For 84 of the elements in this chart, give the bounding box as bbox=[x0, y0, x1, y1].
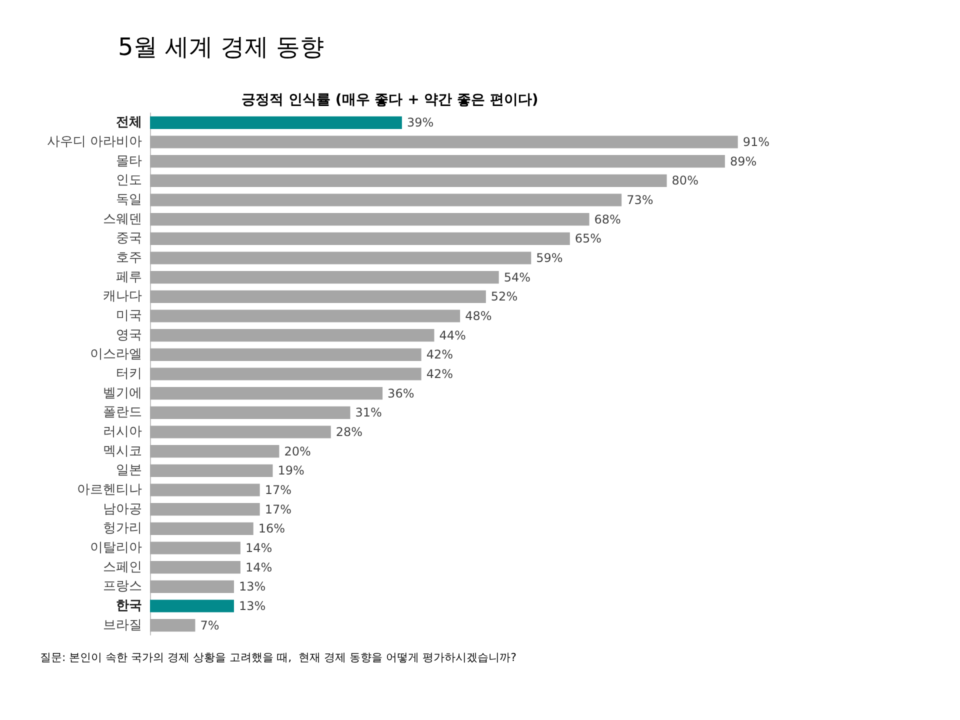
bar bbox=[150, 155, 725, 168]
data-label: 19% bbox=[278, 464, 304, 478]
y-tick-label: 터키 bbox=[116, 366, 142, 382]
data-label: 42% bbox=[426, 348, 453, 362]
bar bbox=[150, 329, 434, 342]
data-label: 65% bbox=[574, 232, 602, 246]
y-tick-label: 전체 bbox=[116, 115, 142, 130]
y-tick-label: 독일 bbox=[116, 192, 142, 208]
data-label: 54% bbox=[504, 270, 531, 284]
y-tick-label: 한국 bbox=[116, 598, 142, 614]
data-label: 89% bbox=[730, 154, 757, 168]
y-tick-label: 이탈리아 bbox=[90, 540, 142, 556]
y-tick-label: 몰타 bbox=[116, 154, 142, 169]
y-tick-label: 미국 bbox=[116, 308, 142, 324]
bar bbox=[150, 368, 422, 380]
y-tick-label: 폴란드 bbox=[103, 405, 142, 420]
y-tick-label: 러시아 bbox=[103, 424, 142, 440]
y-tick-label: 프랑스 bbox=[103, 579, 142, 594]
bar bbox=[150, 116, 402, 129]
bar bbox=[150, 542, 240, 554]
y-tick-label: 호주 bbox=[116, 250, 142, 266]
bar bbox=[150, 387, 383, 400]
y-tick-label: 인도 bbox=[116, 173, 142, 188]
data-label: 16% bbox=[258, 522, 286, 536]
data-label: 36% bbox=[388, 386, 414, 400]
y-tick-label: 일본 bbox=[116, 463, 142, 478]
bar bbox=[150, 426, 331, 438]
y-tick-label: 브라질 bbox=[103, 618, 142, 633]
data-label: 68% bbox=[594, 212, 621, 226]
data-label: 31% bbox=[355, 406, 382, 420]
data-label: 48% bbox=[465, 309, 492, 323]
y-tick-label: 이스라엘 bbox=[90, 347, 142, 362]
y-tick-label: 사우디 아라비아 bbox=[46, 134, 142, 150]
bar bbox=[150, 503, 260, 516]
bar bbox=[150, 600, 234, 612]
bar bbox=[150, 484, 260, 496]
bar bbox=[150, 271, 499, 284]
y-tick-label: 벨기에 bbox=[103, 386, 142, 401]
data-label: 17% bbox=[264, 502, 292, 516]
bar bbox=[150, 445, 280, 458]
data-label: 80% bbox=[672, 174, 698, 188]
data-label: 73% bbox=[626, 193, 654, 207]
bar bbox=[150, 310, 460, 322]
bar bbox=[150, 522, 254, 535]
y-tick-label: 영국 bbox=[116, 328, 142, 343]
y-tick-label: 스웨덴 bbox=[103, 212, 142, 227]
bar bbox=[150, 290, 486, 303]
data-label: 28% bbox=[336, 425, 363, 439]
bar bbox=[150, 406, 350, 419]
bar bbox=[150, 232, 570, 245]
text: 질문: 본인이 속한 국가의 경제 상황을 고려했을 때, 현재 경제 동향을 어떻게 평가하시겠습니까? bbox=[40, 651, 517, 664]
y-tick-label: 페루 bbox=[116, 270, 142, 285]
bar bbox=[150, 136, 738, 148]
y-tick-label: 중국 bbox=[116, 231, 142, 246]
data-label: 59% bbox=[536, 251, 563, 265]
y-tick-label: 남아공 bbox=[103, 502, 142, 517]
bar bbox=[150, 464, 273, 477]
y-tick-label: 멕시코 bbox=[103, 444, 142, 459]
bar bbox=[150, 174, 667, 187]
data-label: 17% bbox=[264, 483, 292, 497]
bar bbox=[150, 252, 532, 264]
y-tick-label: 스페인 bbox=[103, 560, 142, 575]
bar bbox=[150, 619, 196, 632]
chart-title: 5월 세계 경제 동향 bbox=[118, 33, 324, 61]
data-label: 14% bbox=[245, 560, 272, 574]
bar bbox=[150, 213, 590, 226]
data-label: 42% bbox=[426, 367, 453, 381]
bar bbox=[150, 580, 234, 593]
bar bbox=[150, 561, 240, 574]
y-tick-label: 캐나다 bbox=[103, 289, 142, 304]
data-label: 14% bbox=[245, 541, 272, 555]
data-label: 52% bbox=[490, 290, 518, 304]
data-label: 20% bbox=[284, 444, 311, 458]
y-tick-label: 헝가리 bbox=[103, 521, 142, 536]
bar bbox=[150, 194, 622, 206]
data-label: 39% bbox=[406, 116, 434, 130]
chart-subtitle: 긍정적 인식률 (매우 좋다 + 약간 좋은 편이다) bbox=[242, 92, 538, 108]
data-label: 44% bbox=[439, 328, 466, 342]
data-label: 7% bbox=[200, 618, 220, 632]
bar bbox=[150, 348, 422, 361]
y-tick-label: 아르헨티나 bbox=[77, 482, 142, 498]
data-label: 91% bbox=[742, 135, 770, 149]
data-label: 13% bbox=[238, 580, 266, 594]
data-label: 13% bbox=[238, 599, 266, 613]
